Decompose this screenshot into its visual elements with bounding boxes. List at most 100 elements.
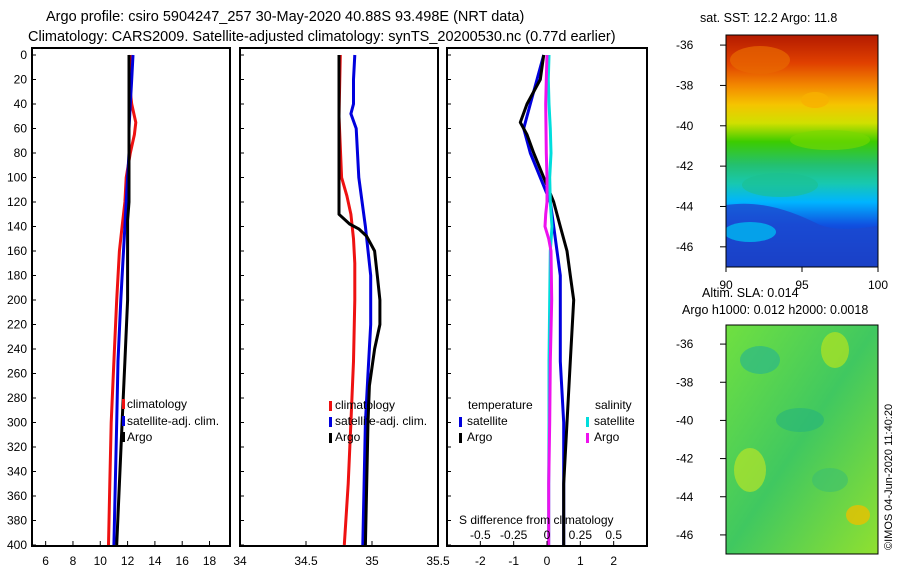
x-tick-label: 34.5 [294, 554, 318, 568]
legend-label-satellite-adj: satellite-adj. clim. [335, 414, 427, 428]
legend-label-climatology: climatology [335, 398, 395, 412]
sst-map-title: sat. SST: 12.2 Argo: 11.8 [700, 11, 837, 25]
series-line-climatology [337, 54, 357, 546]
sst-cold-patch [726, 222, 776, 242]
legend-swatch-climatology [122, 399, 125, 409]
sla-heatmap [726, 325, 878, 554]
legend-label-climatology: climatology [127, 397, 187, 411]
sla-low-patch [812, 468, 848, 492]
depth-tick-label: 340 [7, 465, 27, 479]
difference-plot [518, 54, 576, 545]
depth-tick-label: 160 [7, 244, 27, 258]
sla-low-patch [740, 346, 780, 374]
depth-tick-label: 120 [7, 195, 27, 209]
sla-map-title-line2: Argo h1000: 0.012 h2000: 0.0018 [682, 303, 868, 317]
figure-title-line1: Argo profile: csiro 5904247_257 30-May-2… [46, 9, 524, 25]
lon-tick-label: 90 [719, 278, 733, 292]
depth-tick-label: 240 [7, 342, 27, 356]
figure-title-line2: Climatology: CARS2009. Satellite-adjuste… [28, 29, 616, 45]
legend-label-argo: Argo [335, 430, 361, 444]
depth-tick-label: 300 [7, 416, 27, 430]
legend-label-sal-satellite: satellite [594, 414, 635, 428]
lat-tick-label: -38 [676, 375, 694, 389]
x-tick-label: 2 [610, 554, 617, 568]
legend-title-temperature: temperature [468, 398, 533, 412]
depth-axis: 0 20 40 60 80 100 120 140 160 180 200 220 240 260 280 3… [7, 48, 451, 552]
depth-tick-label: 280 [7, 391, 27, 405]
x-tick-label: 35 [365, 554, 379, 568]
series-line-satellite-adj-clim- [349, 54, 373, 546]
series-line-argo [115, 55, 131, 546]
lat-tick-label: -46 [676, 528, 694, 542]
sst-cold-region [726, 203, 878, 267]
salinity-difference-axis: -0.5 -0.25 0 0.25 0.5 [470, 528, 622, 542]
salinity-panel-frame [239, 47, 439, 547]
legend-label-satellite-adj: satellite-adj. clim. [127, 414, 219, 428]
series-line-temperature-satellite [522, 54, 566, 545]
depth-tick-label: 260 [7, 367, 27, 381]
difference-legend: temperature satellite Argo salinity sate… [459, 398, 635, 444]
series-line-temperature-argo [518, 54, 576, 545]
legend-swatch-sal-argo [586, 433, 589, 443]
s-diff-tick-label: -0.5 [470, 528, 491, 542]
depth-tick-label: 40 [14, 97, 28, 111]
depth-tick-label: 180 [7, 269, 27, 283]
sla-lat-axis: -36 -38 -40 -42 -44 -46 [676, 337, 726, 542]
depth-tick-label: 80 [14, 146, 28, 160]
x-tick-label: 0 [544, 554, 551, 568]
depth-tick-label: 320 [7, 440, 27, 454]
depth-tick-label: 400 [7, 538, 27, 552]
s-diff-tick-label: -0.25 [500, 528, 528, 542]
depth-tick-label: 60 [14, 122, 28, 136]
difference-x-axis: -2 -1 0 1 2 [475, 541, 617, 568]
salinity-legend: climatology satellite-adj. clim. Argo [329, 398, 427, 444]
lat-tick-label: -36 [676, 337, 694, 351]
sla-high-patch [846, 505, 870, 525]
lat-tick-label: -40 [676, 413, 694, 427]
s-difference-label: S difference from climatology [459, 513, 614, 527]
legend-swatch-temp-satellite [459, 417, 462, 427]
sst-heatmap [726, 35, 878, 267]
legend-label-sal-argo: Argo [594, 430, 620, 444]
sla-map-title-line1: Altim. SLA: 0.014 [702, 286, 799, 300]
legend-title-salinity: salinity [595, 398, 632, 412]
sla-high-patch [821, 332, 849, 368]
depth-tick-label: 100 [7, 171, 27, 185]
depth-tick-label: 380 [7, 514, 27, 528]
depth-tick-label: 220 [7, 318, 27, 332]
sst-warm-patch [730, 46, 790, 74]
x-tick-label: 8 [70, 554, 77, 568]
sst-warm-patch [801, 92, 829, 108]
temperature-plot [107, 54, 138, 546]
s-diff-tick-label: 0.25 [569, 528, 593, 542]
legend-swatch-sal-satellite [586, 417, 589, 427]
x-tick-label: 18 [203, 554, 217, 568]
x-tick-label: 16 [176, 554, 190, 568]
legend-swatch-argo [329, 433, 332, 443]
depth-tick-label: 140 [7, 220, 27, 234]
x-tick-label: -1 [508, 554, 519, 568]
salinity-plot [337, 54, 382, 546]
s-diff-tick-label: 0.5 [605, 528, 622, 542]
temperature-panel-frame [31, 47, 231, 547]
lat-tick-label: -42 [676, 452, 694, 466]
lon-tick-label: 100 [868, 278, 888, 292]
temperature-legend: climatology satellite-adj. clim. Argo [122, 397, 219, 444]
sst-lon-axis: 90 95 100 [719, 267, 888, 292]
lat-tick-label: -36 [676, 38, 694, 52]
lat-tick-label: -38 [676, 78, 694, 92]
x-tick-label: 14 [148, 554, 162, 568]
depth-tick-label: 20 [14, 73, 28, 87]
legend-label-argo: Argo [127, 430, 153, 444]
lat-tick-label: -44 [676, 199, 694, 213]
x-tick-label: 35.5 [426, 554, 450, 568]
legend-swatch-temp-argo [459, 433, 462, 443]
depth-tick-label: 0 [20, 48, 27, 62]
depth-tick-label: 200 [7, 293, 27, 307]
legend-label-temp-argo: Argo [467, 430, 493, 444]
legend-swatch-satellite [329, 417, 332, 427]
x-tick-label: 34 [233, 554, 247, 568]
temperature-x-axis: 6 8 10 12 14 16 18 [42, 541, 217, 568]
legend-label-temp-satellite: satellite [467, 414, 508, 428]
